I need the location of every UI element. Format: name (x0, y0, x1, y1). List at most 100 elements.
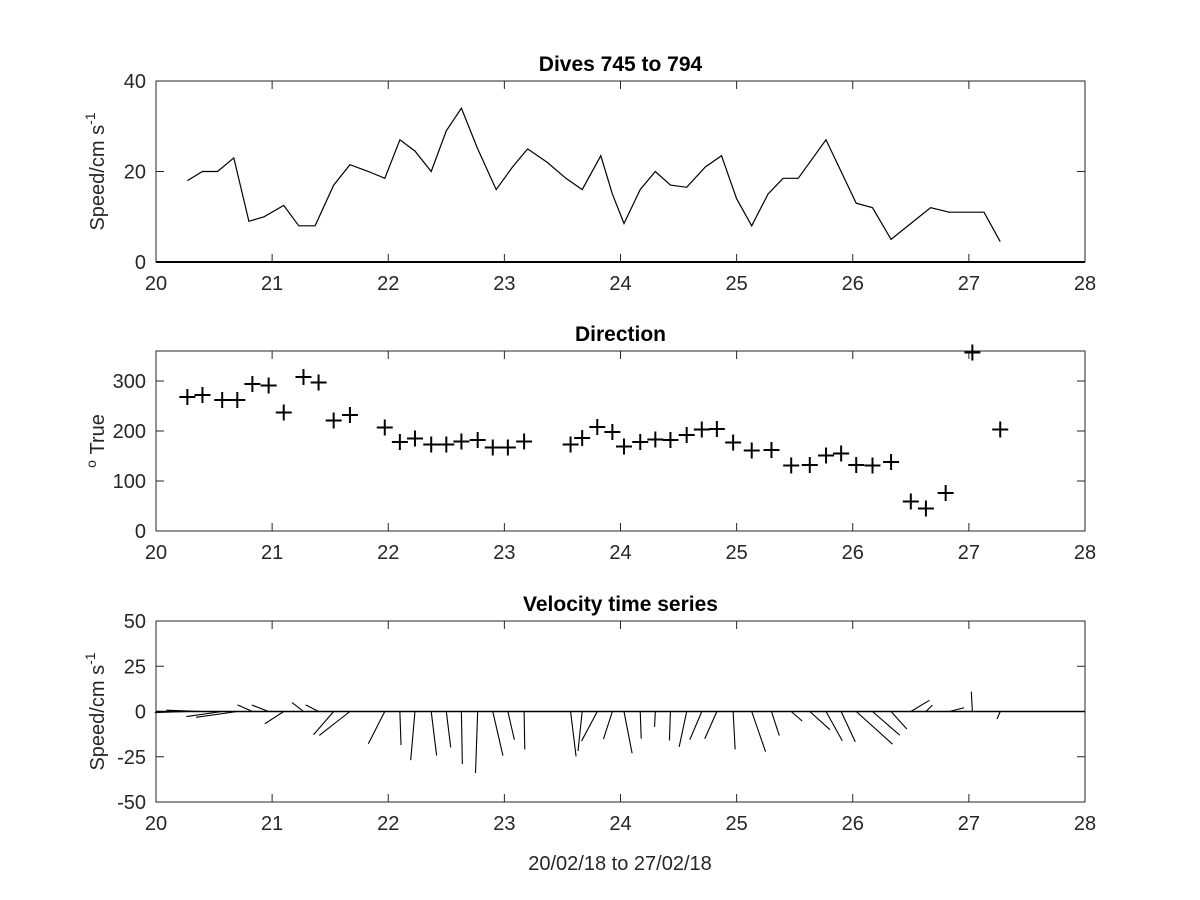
velocity-stick (581, 711, 598, 742)
direction-point (763, 442, 780, 458)
direction-point (743, 442, 760, 459)
velocity-stick (996, 711, 1001, 720)
x-tick-label: 27 (958, 273, 980, 295)
x-tick-label: 20 (145, 273, 167, 295)
y-axis-label: Speed/cm s-1 (82, 112, 109, 230)
x-tick-label: 21 (261, 813, 283, 835)
velocity-stick (890, 711, 908, 730)
direction-point (562, 436, 579, 453)
velocity-stick (732, 711, 736, 750)
x-tick-label: 26 (842, 813, 864, 835)
direction-point (260, 377, 277, 394)
velocity-stick (949, 707, 965, 713)
x-tick-label: 23 (493, 542, 515, 564)
direction-panel: 20 21 22 23 24 25 26 27 28 0 100 200 300 Direction o T… (83, 323, 1096, 564)
x-tick-label: 20 (145, 542, 167, 564)
x-tick-label: 23 (493, 813, 515, 835)
y-tick-label: -25 (117, 747, 146, 769)
direction-point (783, 457, 800, 474)
direction-point (917, 500, 934, 517)
velocity-stick (237, 704, 253, 713)
velocity-stick (410, 711, 416, 761)
x-tick-label: 28 (1074, 542, 1096, 564)
direction-point (229, 392, 246, 408)
direction-point (818, 447, 835, 464)
y-axis-label: o True (83, 414, 109, 468)
direction-point (604, 424, 621, 440)
figure-xlabel: 20/02/18 to 27/02/18 (528, 853, 712, 875)
velocity-stick (445, 711, 452, 748)
velocity-stick (474, 711, 479, 774)
velocity-stick (809, 711, 831, 731)
direction-point (964, 344, 981, 361)
direction-point (194, 387, 211, 403)
velocity-stick (318, 711, 351, 736)
y-tick-label: 40 (124, 71, 146, 93)
velocity-panel: 20 21 22 23 24 25 26 27 28 -50 -25 0 25 50 Velocity ti… (82, 593, 1096, 835)
x-tick-label: 21 (261, 542, 283, 564)
velocity-stick (668, 711, 671, 741)
direction-point (244, 376, 261, 392)
y-tick-label: 50 (124, 611, 146, 633)
velocity-stick (570, 711, 577, 757)
direction-point (864, 457, 881, 474)
direction-point (708, 421, 725, 437)
direction-point (516, 433, 533, 450)
direction-point (453, 433, 470, 450)
velocity-stick (840, 711, 856, 743)
y-tick-label: 300 (113, 371, 146, 393)
direction-point (902, 493, 919, 510)
velocity-stick (751, 711, 767, 752)
velocity-stick (291, 702, 304, 712)
direction-point (883, 454, 900, 470)
x-tick-label: 28 (1074, 813, 1096, 835)
velocity-stick (623, 711, 633, 754)
x-tick-label: 22 (377, 273, 399, 295)
direction-point (423, 436, 440, 453)
direction-point (214, 392, 231, 408)
x-tick-label: 25 (726, 273, 748, 295)
direction-point (310, 374, 327, 391)
velocity-stick (264, 711, 285, 725)
direction-point (179, 389, 196, 405)
x-tick-label: 25 (726, 813, 748, 835)
x-tick-label: 21 (261, 273, 283, 295)
x-tick-label: 24 (609, 542, 631, 564)
direction-point (992, 421, 1009, 438)
y-tick-label: 0 (135, 521, 146, 543)
direction-point (632, 434, 649, 450)
direction-point (406, 430, 423, 447)
velocity-stick (154, 710, 188, 714)
velocity-stick (910, 699, 930, 712)
velocity-stick (970, 691, 973, 712)
y-tick-label: 0 (135, 252, 146, 274)
panel-title: Velocity time series (523, 593, 718, 616)
direction-point (469, 432, 486, 448)
velocity-stick (639, 711, 642, 739)
velocity-stick (523, 711, 526, 750)
direction-point (662, 432, 679, 448)
direction-point (848, 457, 865, 473)
x-tick-label: 24 (609, 813, 631, 835)
y-tick-label: 0 (135, 702, 146, 724)
direction-point (589, 419, 606, 435)
direction-point (574, 430, 591, 446)
direction-point (341, 407, 358, 423)
velocity-stick (305, 704, 319, 712)
x-tick-label: 24 (609, 273, 631, 295)
direction-point (484, 439, 501, 456)
panel-title: Dives 745 to 794 (539, 53, 703, 76)
axes-box (155, 350, 1086, 532)
x-tick-label: 20 (145, 813, 167, 835)
velocity-stick (872, 711, 901, 736)
velocity-stick (653, 711, 656, 727)
direction-point (325, 412, 342, 429)
velocity-stick (507, 711, 515, 740)
velocity-stick (577, 711, 583, 752)
velocity-stick (492, 711, 504, 756)
direction-point (499, 439, 516, 456)
velocity-stick (925, 704, 933, 712)
velocity-stick (825, 711, 843, 742)
